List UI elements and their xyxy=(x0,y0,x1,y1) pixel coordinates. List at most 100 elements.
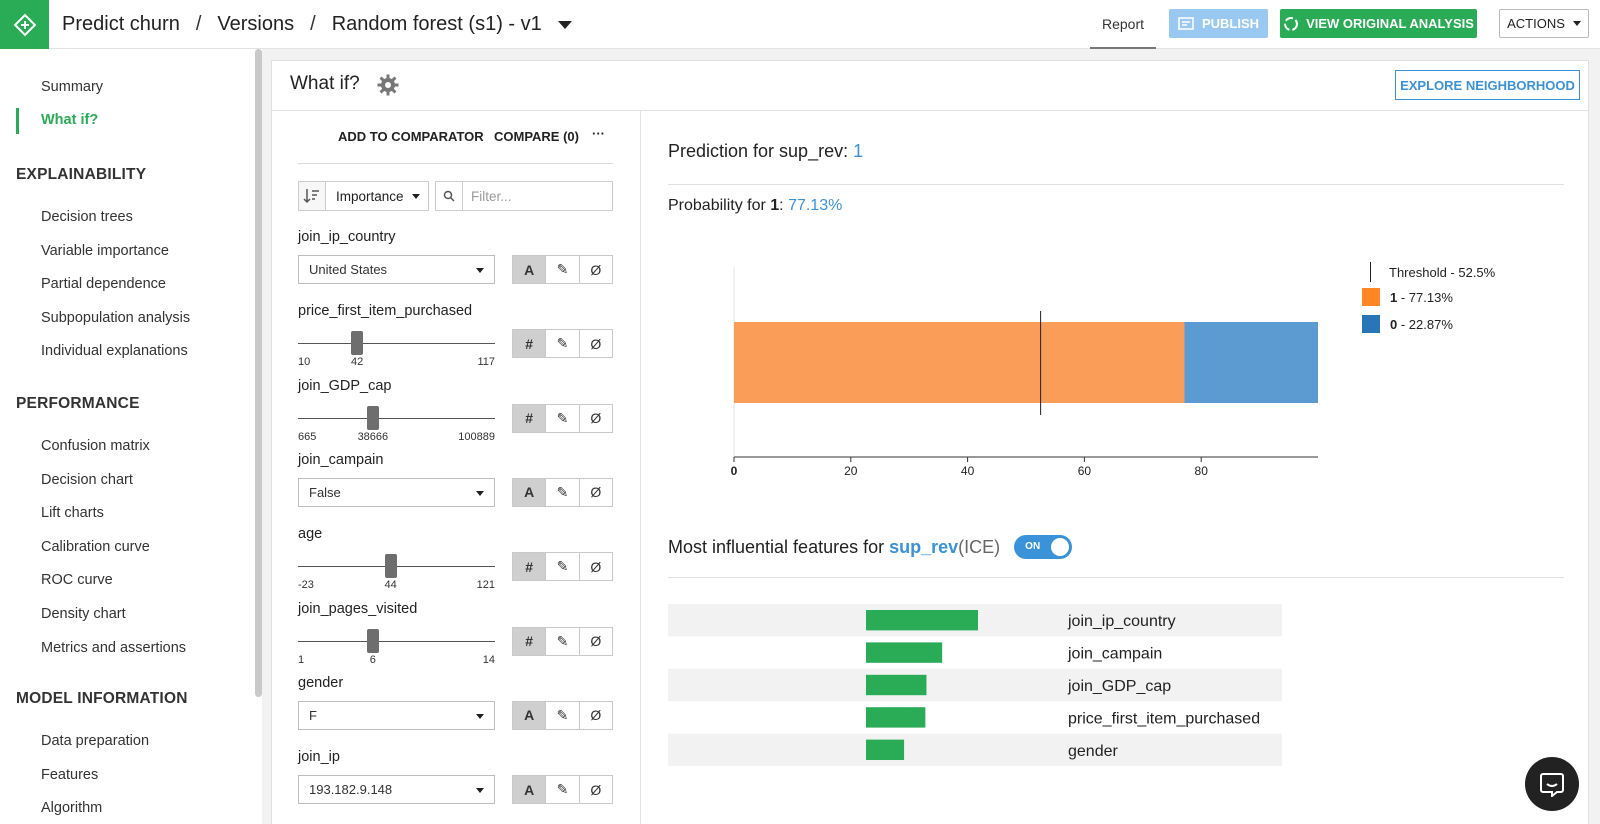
feature-name: join_pages_visited xyxy=(298,600,418,617)
feature-label: join_ip_country xyxy=(1067,613,1176,630)
feature-name: join_campain xyxy=(298,451,384,468)
view-original-analysis-button[interactable]: VIEW ORIGINAL ANALYSIS xyxy=(1280,9,1477,38)
sidebar-item[interactable]: Summary xyxy=(41,79,104,95)
null-icon[interactable]: Ø xyxy=(578,404,612,432)
null-icon[interactable]: Ø xyxy=(578,701,612,729)
influential-target[interactable]: sup_rev xyxy=(889,536,959,557)
feature-value: 193.182.9.148 xyxy=(309,782,393,798)
edit-icon[interactable]: ✎ xyxy=(545,627,579,655)
feature-slider-handle[interactable] xyxy=(384,554,397,579)
feature-value-select[interactable]: United States xyxy=(298,255,495,284)
filter-placeholder: Filter... xyxy=(471,188,512,204)
actions-button[interactable]: ACTIONS xyxy=(1499,9,1589,38)
slider-max-label: 117 xyxy=(477,356,495,369)
view-original-label: VIEW ORIGINAL ANALYSIS xyxy=(1306,16,1474,31)
top-bar: Predict churn / Versions / Random forest… xyxy=(0,0,1600,49)
sidebar-item[interactable]: Partial dependence xyxy=(41,276,166,293)
feature-label: gender xyxy=(1068,743,1118,760)
breadcrumb-project[interactable]: Predict churn xyxy=(62,13,180,35)
null-icon[interactable]: Ø xyxy=(578,627,612,655)
row-stripe xyxy=(668,733,1282,766)
chevron-down-icon[interactable] xyxy=(557,20,572,29)
category-type-button[interactable]: A xyxy=(513,256,546,283)
sidebar-item[interactable]: Lift charts xyxy=(41,505,104,522)
tab-report[interactable]: Report xyxy=(1090,0,1156,49)
more-options-icon[interactable]: ··· xyxy=(592,126,605,141)
add-to-comparator-button[interactable]: ADD TO COMPARATOR xyxy=(338,129,484,144)
breadcrumb-versions[interactable]: Versions xyxy=(217,13,295,35)
feature-value-select[interactable]: False xyxy=(298,477,495,507)
edit-icon[interactable]: ✎ xyxy=(545,478,579,506)
chevron-down-icon xyxy=(411,193,420,199)
compare-button[interactable]: COMPARE (0) xyxy=(494,129,579,144)
sidebar-section-header: MODEL INFORMATION xyxy=(16,690,188,707)
feature-name: join_ip_country xyxy=(298,229,396,245)
sidebar-item[interactable]: Data preparation xyxy=(41,733,150,749)
sidebar-item[interactable]: ROC curve xyxy=(41,572,113,589)
edit-icon[interactable]: ✎ xyxy=(545,256,579,283)
category-type-button[interactable]: A xyxy=(513,701,546,729)
breadcrumb-model[interactable]: Random forest (s1) - v1 xyxy=(331,13,542,35)
sidebar-item[interactable]: Density chart xyxy=(41,606,126,622)
sidebar-item[interactable]: Features xyxy=(41,766,99,783)
edit-icon[interactable]: ✎ xyxy=(545,776,579,804)
app-logo-icon[interactable] xyxy=(0,0,49,49)
null-icon[interactable]: Ø xyxy=(578,553,612,581)
threshold-legend-marker xyxy=(1370,262,1371,282)
slider-min-label: 665 xyxy=(298,430,317,443)
publish-button[interactable]: PUBLISH xyxy=(1169,9,1268,38)
sidebar-item[interactable]: What if? xyxy=(41,112,99,128)
category-type-button[interactable]: A xyxy=(513,478,546,506)
feature-slider-track[interactable] xyxy=(298,343,495,345)
feature-value-select[interactable]: 193.182.9.148 xyxy=(298,775,495,805)
prediction-value: 1 xyxy=(853,141,864,161)
edit-icon[interactable]: ✎ xyxy=(545,404,579,432)
explore-neighborhood-button[interactable]: EXPLORE NEIGHBORHOOD xyxy=(1395,70,1580,100)
category-type-button[interactable]: A xyxy=(513,776,546,804)
sidebar-item[interactable]: Algorithm xyxy=(41,800,103,817)
feature-value-select[interactable]: F xyxy=(298,700,495,730)
edit-icon[interactable]: ✎ xyxy=(545,701,579,729)
null-icon[interactable]: Ø xyxy=(578,256,612,283)
null-icon[interactable]: Ø xyxy=(578,478,612,506)
importance-bar xyxy=(866,642,943,663)
sort-select[interactable]: Importance xyxy=(325,181,429,211)
null-icon[interactable]: Ø xyxy=(578,776,612,804)
slider-max-label: 100889 xyxy=(458,430,495,443)
sidebar-item[interactable]: Variable importance xyxy=(41,242,169,259)
sort-icon[interactable] xyxy=(298,181,326,211)
gear-icon[interactable] xyxy=(376,73,400,97)
ice-toggle[interactable]: ON xyxy=(1014,535,1073,559)
influential-suffix: (ICE) xyxy=(958,536,1001,557)
feature-slider-handle[interactable] xyxy=(366,628,379,653)
sidebar-item[interactable]: Decision trees xyxy=(41,209,133,225)
numeric-type-button[interactable]: # xyxy=(513,404,546,432)
numeric-type-button[interactable]: # xyxy=(513,553,546,581)
numeric-type-button[interactable]: # xyxy=(513,627,546,655)
sidebar-scrollbar[interactable] xyxy=(255,49,262,697)
feature-slider-handle[interactable] xyxy=(366,405,379,430)
feature-slider-handle[interactable] xyxy=(351,331,364,356)
edit-icon[interactable]: ✎ xyxy=(545,330,579,358)
toggle-label: ON xyxy=(1025,541,1041,552)
null-icon[interactable]: Ø xyxy=(578,330,612,358)
sidebar-item[interactable]: Individual explanations xyxy=(41,343,188,360)
sidebar-item[interactable]: Metrics and assertions xyxy=(41,639,187,656)
sidebar-item[interactable]: Subpopulation analysis xyxy=(41,309,191,326)
chat-icon xyxy=(1540,773,1564,797)
chat-button[interactable] xyxy=(1525,757,1579,811)
numeric-type-button[interactable]: # xyxy=(513,330,546,358)
importance-bar xyxy=(866,707,926,728)
feature-slider-track[interactable] xyxy=(298,417,495,419)
sidebar-item[interactable]: Calibration curve xyxy=(41,538,150,555)
filter-input[interactable]: Filter... xyxy=(435,181,613,211)
sidebar-item[interactable]: Decision chart xyxy=(41,471,133,488)
x-tick-label: 0 xyxy=(731,464,738,478)
feature-slider-track[interactable] xyxy=(298,640,495,642)
slider-value-label: 6 xyxy=(369,653,376,666)
legend-value: - 77.13% xyxy=(1397,289,1453,305)
influential-features-title: Most influential features for sup_rev (I… xyxy=(668,535,1073,559)
bar-segment xyxy=(734,322,1185,403)
sidebar-item[interactable]: Confusion matrix xyxy=(41,438,150,454)
edit-icon[interactable]: ✎ xyxy=(545,553,579,581)
